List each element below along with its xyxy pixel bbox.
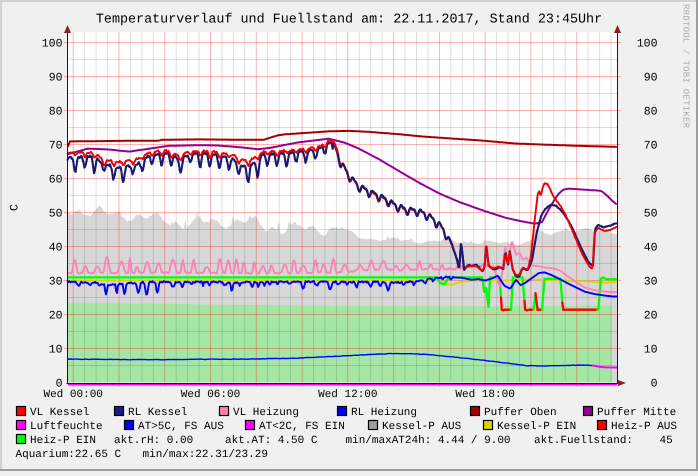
svg-text:Wed 12:00: Wed 12:00	[318, 389, 377, 401]
svg-text:50: 50	[49, 207, 63, 220]
svg-text:RRDTOOL / TOBI OETIKER: RRDTOOL / TOBI OETIKER	[681, 4, 691, 129]
svg-text:70: 70	[644, 139, 658, 152]
svg-text:90: 90	[644, 71, 658, 84]
svg-text:30: 30	[644, 275, 658, 288]
svg-text:RL Kessel: RL Kessel	[128, 407, 187, 419]
svg-text:AT>5C, FS AUS: AT>5C, FS AUS	[138, 421, 224, 433]
svg-text:Heiz-P AUS: Heiz-P AUS	[611, 421, 677, 433]
svg-text:Puffer Oben: Puffer Oben	[484, 407, 557, 419]
svg-text:20: 20	[49, 309, 63, 322]
svg-text:40: 40	[49, 241, 63, 254]
svg-text:20: 20	[644, 309, 658, 322]
svg-text:90: 90	[49, 71, 63, 84]
svg-text:Wed 18:00: Wed 18:00	[455, 389, 514, 401]
svg-text:10: 10	[49, 343, 63, 356]
svg-text:Luftfeuchte: Luftfeuchte	[30, 421, 103, 433]
svg-text:Kessel-P AUS: Kessel-P AUS	[382, 421, 462, 433]
svg-text:Puffer Mitte: Puffer Mitte	[597, 407, 676, 419]
svg-text:100: 100	[637, 37, 658, 50]
svg-text:45: 45	[660, 435, 673, 447]
svg-text:RL Heizung: RL Heizung	[351, 407, 417, 419]
svg-text:80: 80	[49, 105, 63, 118]
svg-text:VL Kessel: VL Kessel	[30, 407, 89, 419]
svg-text:100: 100	[42, 37, 63, 50]
svg-text:akt.AT: 4.50 C: akt.AT: 4.50 C	[225, 435, 318, 447]
svg-text:50: 50	[644, 207, 658, 220]
svg-text:70: 70	[49, 139, 63, 152]
svg-text:Kessel-P EIN: Kessel-P EIN	[497, 421, 576, 433]
svg-text:40: 40	[644, 241, 658, 254]
svg-text:60: 60	[644, 173, 658, 186]
svg-text:0: 0	[56, 377, 63, 390]
svg-text:30: 30	[49, 275, 63, 288]
svg-text:0: 0	[651, 377, 658, 390]
svg-text:Aquarium:22.65 C: Aquarium:22.65 C	[16, 449, 122, 461]
svg-text:10: 10	[644, 343, 658, 356]
svg-text:Wed 06:00: Wed 06:00	[181, 389, 240, 401]
svg-text:akt.Fuellstand:: akt.Fuellstand:	[534, 435, 633, 447]
svg-text:Temperaturverlauf und Fuellsta: Temperaturverlauf und Fuellstand am: 22.…	[96, 13, 602, 28]
svg-text:AT<2C, FS EIN: AT<2C, FS EIN	[259, 421, 345, 433]
svg-text:akt.rH: 0.00: akt.rH: 0.00	[114, 435, 193, 447]
svg-text:Wed 00:00: Wed 00:00	[43, 389, 102, 401]
svg-text:Heiz-P EIN: Heiz-P EIN	[30, 435, 96, 447]
svg-text:C: C	[8, 204, 21, 211]
svg-text:VL Heizung: VL Heizung	[233, 407, 299, 419]
svg-text:80: 80	[644, 105, 658, 118]
svg-text:60: 60	[49, 173, 63, 186]
svg-text:min/max:22.31/23.29: min/max:22.31/23.29	[143, 449, 268, 461]
svg-text:min/maxAT24h: 4.44 / 9.00: min/maxAT24h: 4.44 / 9.00	[346, 435, 511, 447]
